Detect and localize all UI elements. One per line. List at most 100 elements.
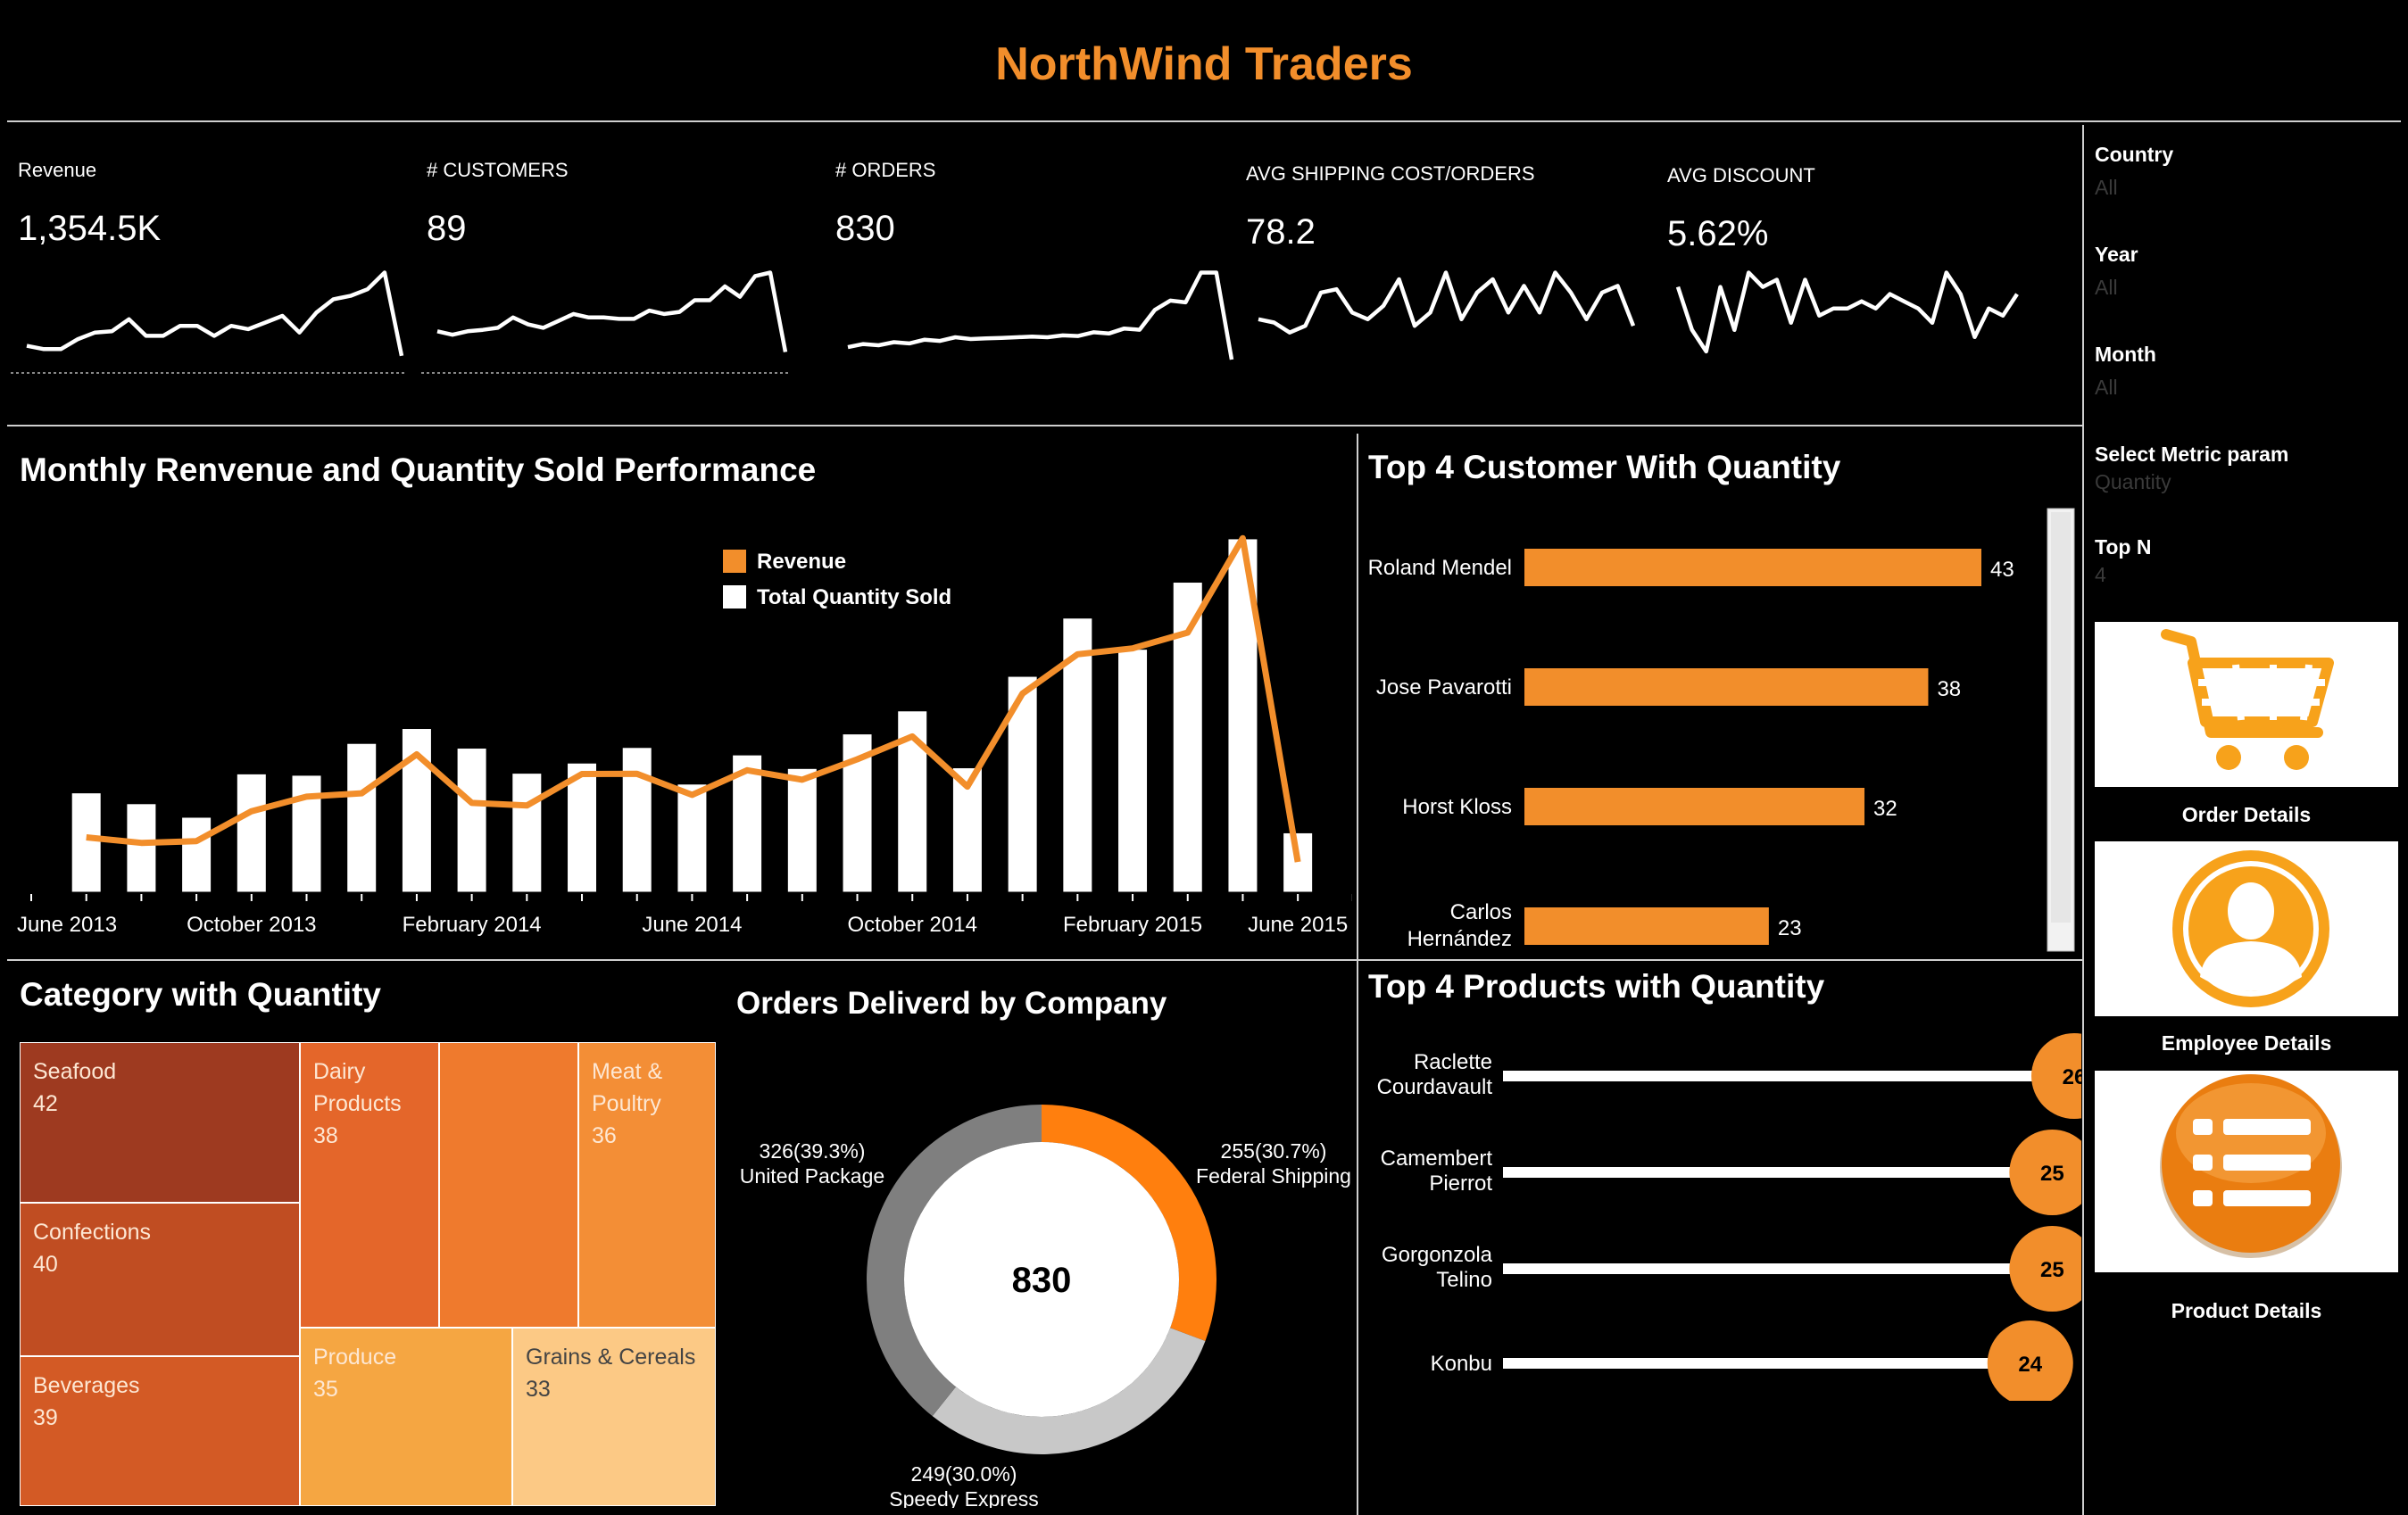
filter-value[interactable]: 4 [2095,563,2106,586]
kpi-discount: AVG DISCOUNT 5.62% [1667,164,2060,254]
filter-country[interactable]: Country All [2095,143,2398,243]
treemap-cell [439,1042,578,1328]
product-label: Gorgonzola [1382,1243,1493,1267]
filter-label: Select Metric param [2095,443,2289,466]
customers-chart: 43 Roland Mendel 38 Jose Pavarotti 32 Horst K… [1368,508,2075,952]
filter-year[interactable]: Year All [2095,243,2398,343]
product-label: Courdavault [1377,1075,1493,1099]
nav-label-employee-details[interactable]: Employee Details [2161,1031,2332,1055]
filter-label: Country [2095,143,2174,166]
column-divider [1357,434,1358,1515]
legend-swatch-quantity [723,585,746,608]
customer-bar [1524,788,1865,825]
x-tick-label: June 2013 [17,913,117,937]
quantity-bar [512,774,542,892]
product-stem [1503,1071,2074,1081]
product-value: 26 [2063,1065,2081,1089]
donut-name-label: Federal Shipping [1196,1164,1351,1188]
customer-label: Roland Mendel [1368,556,1512,580]
treemap-label: Grains & Cereals [526,1345,696,1370]
product-dot [1987,1320,2073,1401]
donut-value-label: 326(39.3%) [760,1139,866,1163]
nav-label-product-details[interactable]: Product Details [2171,1299,2322,1322]
product-value: 24 [2018,1353,2042,1377]
order-details-button[interactable] [2095,622,2398,787]
product-details-button[interactable] [2095,1071,2398,1272]
x-tick-label: June 2015 [1248,913,1348,937]
kpi-label: AVG DISCOUNT [1667,164,1815,186]
filter-month[interactable]: Month All [2095,343,2398,443]
quantity-bar [787,768,817,892]
donut-hole [904,1142,1179,1417]
quantity-bar [71,793,101,892]
filter-top-n[interactable]: Top N 4 [2095,535,2398,607]
filter-metric-param[interactable]: Select Metric param Quantity [2095,443,2398,535]
customer-bar [1524,549,1981,586]
middle-divider [7,959,2082,961]
product-stem [1503,1263,2053,1274]
donut-slice [1042,1105,1216,1341]
filter-label: Year [2095,243,2138,266]
quantity-bar [1283,832,1313,892]
treemap-label: Confections [33,1220,152,1245]
treemap-label: Produce [313,1345,397,1370]
treemap-value: 35 [313,1377,338,1402]
x-tick-label: February 2014 [403,913,542,937]
treemap-cell: Confections 40 [20,1203,300,1356]
product-label: Raclette [1414,1050,1492,1074]
product-stem [1503,1358,2030,1369]
legend-label-revenue: Revenue [757,550,846,574]
kpi-label: # CUSTOMERS [427,159,569,181]
customer-label: Hernández [1407,927,1512,951]
treemap-cell: Meat & Poultry 36 [578,1042,716,1328]
donut-name-label: United Package [740,1164,884,1188]
filter-value[interactable]: All [2095,276,2118,299]
kpi-value: 5.62% [1667,214,1769,253]
employee-details-button[interactable] [2095,841,2398,1016]
nav-label-order-details[interactable]: Order Details [2181,803,2312,826]
quantity-bar [237,774,266,892]
category-treemap: Seafood 42 Confections 40 Beverages 39 Dairy P… [20,1042,716,1506]
orders-donut: 830 255(30.7%)Federal Shipping 249(30.0%)S… [740,1105,1351,1508]
dashboard-title: NorthWind Traders [995,38,1413,90]
quantity-bar [733,755,762,892]
quantity-bar [622,748,652,892]
donut-name-label: Speedy Express [889,1487,1038,1508]
kpi-divider [7,425,2082,426]
customers-chart-title: Top 4 Customer With Quantity [1368,449,1841,485]
header-divider [7,120,2401,122]
treemap-value: 42 [33,1091,58,1116]
product-label: Pierrot [1429,1171,1492,1196]
treemap-value: 33 [526,1377,551,1402]
kpi-revenue: Revenue 1,354.5K [18,159,402,249]
customer-bar [1524,907,1769,945]
product-value: 25 [2040,1162,2064,1186]
x-tick-label: October 2013 [187,913,316,937]
treemap-label: Beverages [33,1373,140,1398]
customer-value: 38 [1937,677,1961,701]
treemap-cell: Produce 35 [300,1328,512,1506]
filter-value[interactable]: All [2095,376,2118,399]
customer-value: 43 [1990,558,2014,582]
monthly-chart: Revenue Total Quantity Sold June 2013 Oct… [17,534,1352,937]
treemap-label: Dairy Products [313,1059,402,1116]
filter-value[interactable]: All [2095,176,2118,199]
product-label: Camembert [1381,1147,1493,1171]
treemap-cell: Dairy Products 38 [300,1042,439,1328]
treemap-cell: Beverages 39 [20,1356,300,1506]
kpi-value: 830 [835,209,895,248]
customers-scroll-thumb[interactable] [2051,512,2071,923]
product-label: Konbu [1431,1352,1492,1376]
quantity-bar [677,784,707,892]
customer-label: Jose Pavarotti [1376,675,1512,700]
filter-value[interactable]: Quantity [2095,470,2171,493]
treemap-value: 40 [33,1252,58,1277]
customer-value: 23 [1778,916,1802,940]
sparkline-4 [1675,270,2019,354]
quantity-bar [457,749,486,892]
treemap-value: 39 [33,1405,58,1430]
kpi-label: AVG SHIPPING COST/ORDERS [1246,162,1535,185]
customer-bar [1524,668,1929,706]
revenue-line [86,534,1301,863]
